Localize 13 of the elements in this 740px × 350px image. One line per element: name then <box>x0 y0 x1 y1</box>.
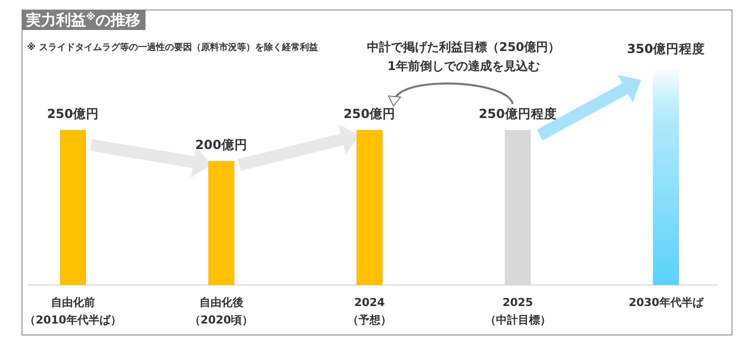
x-tick-label: 2024（予想） <box>348 296 392 327</box>
chart-title: 実力利益$^{※}$の推移 <box>25 10 140 29</box>
annotation: 中計で掲げた利益目標（250億円） 1年前倒しでの達成を見込む <box>367 40 560 74</box>
x-tick-label: 2030年代半ば <box>628 296 704 309</box>
x-tick-label: 2025（中計目標） <box>484 296 551 327</box>
x-tick-label: 自由化前（2010年代半ば） <box>24 296 122 327</box>
text: ※ スライドタイムラグ等の一過性の要因（原料市況等）を除く経常利益 <box>27 42 318 53</box>
data-label: 250億円程度 <box>478 106 557 121</box>
data-label: 250億円 <box>46 106 100 121</box>
data-label: 250億円 <box>343 106 396 121</box>
x-tick-label: 自由化後（2020頃） <box>189 296 254 327</box>
data-label: 200億円 <box>195 137 248 152</box>
data-label: 350億円程度 <box>626 41 706 56</box>
